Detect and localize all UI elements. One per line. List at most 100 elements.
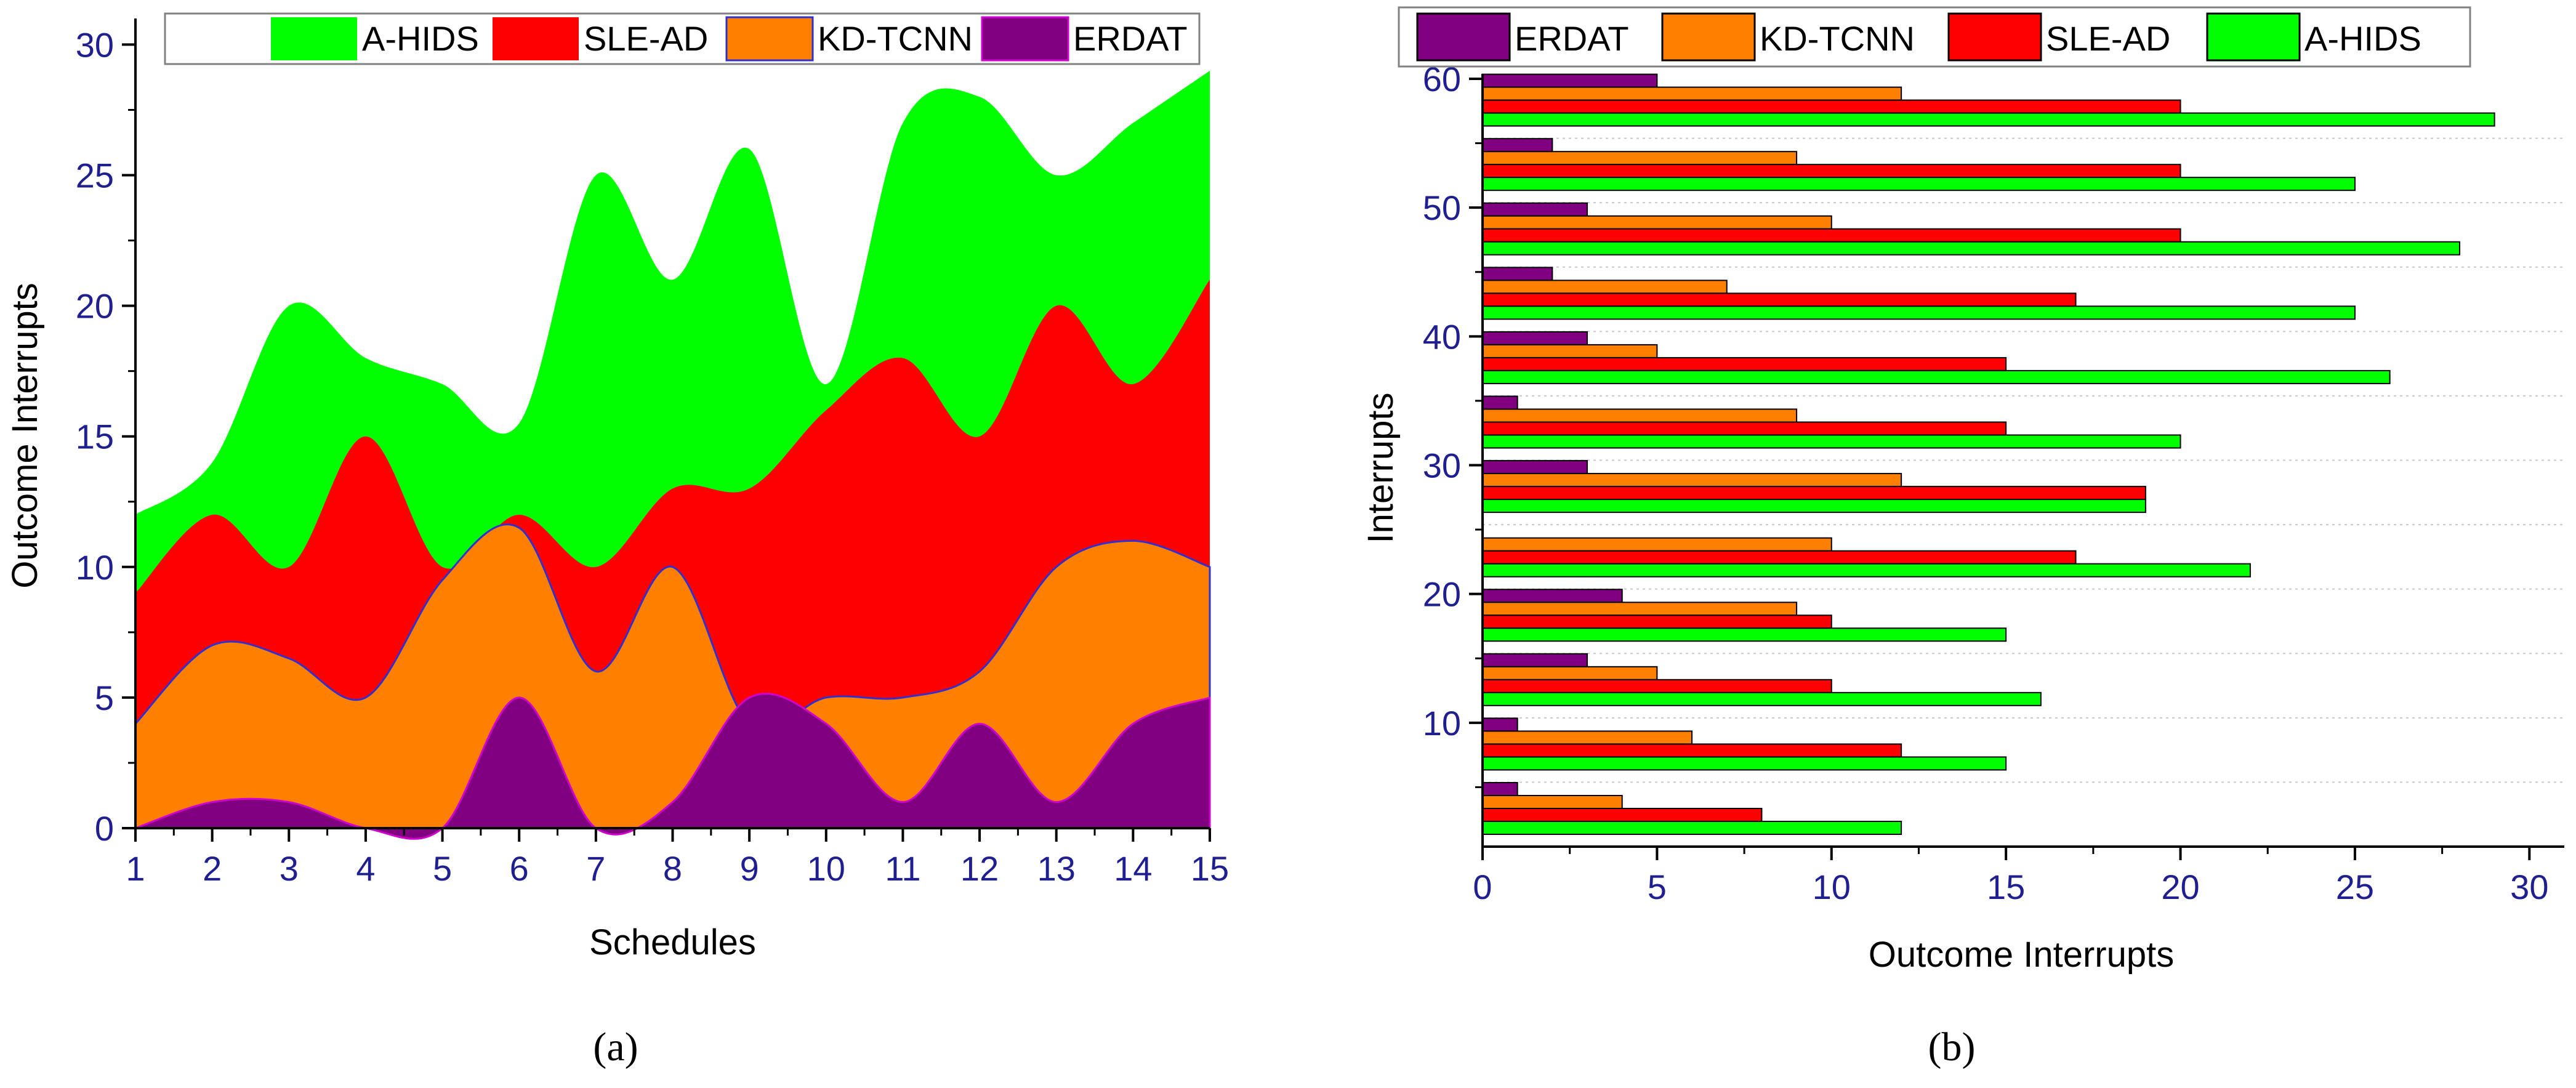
x-tick-label: 25 bbox=[2336, 868, 2374, 906]
bar-erdat bbox=[1482, 589, 1623, 603]
y-tick-label: 5 bbox=[95, 679, 114, 717]
legend-swatch-sle-ad bbox=[1947, 12, 2042, 62]
y-tick-label: 20 bbox=[76, 287, 114, 326]
legend-label-erdat: ERDAT bbox=[1515, 19, 1629, 58]
bar-kd-tcnn bbox=[1482, 151, 1798, 166]
bar-a-hids bbox=[1482, 241, 2460, 256]
y-tick-label: 10 bbox=[1423, 704, 1461, 743]
bar-sle-ad bbox=[1482, 357, 2007, 371]
bar-kd-tcnn bbox=[1482, 473, 1902, 488]
bar-erdat bbox=[1482, 460, 1588, 475]
legend-a: A-HIDS SLE-AD KD-TCNN ERDAT bbox=[164, 12, 1201, 65]
area-erdat bbox=[135, 692, 1211, 840]
bar-erdat bbox=[1482, 782, 1518, 796]
y-tick-label: 25 bbox=[76, 156, 114, 195]
bar-a-hids bbox=[1482, 499, 2146, 514]
bar-sle-ad bbox=[1482, 421, 2007, 436]
x-tick-label: 0 bbox=[1473, 868, 1492, 906]
y-tick-label: 15 bbox=[76, 417, 114, 456]
panel-label-a: (a) bbox=[593, 1025, 638, 1070]
bar-erdat bbox=[1482, 331, 1588, 345]
bar-kd-tcnn bbox=[1482, 280, 1728, 294]
legend-label-kd-tcnn: KD-TCNN bbox=[818, 19, 973, 58]
y-axis-title: Interrupts bbox=[1361, 393, 1401, 544]
x-tick-label: 13 bbox=[1037, 849, 1076, 888]
x-tick-label: 30 bbox=[2510, 868, 2548, 906]
bar-kd-tcnn bbox=[1482, 730, 1693, 745]
legend-label-a-hids: A-HIDS bbox=[2304, 19, 2421, 58]
y-tick-label: 30 bbox=[1423, 446, 1461, 485]
y-tick-label: 50 bbox=[1423, 188, 1461, 227]
legend-swatch-sle-ad bbox=[493, 17, 579, 60]
y-tick-label: 20 bbox=[1423, 575, 1461, 614]
bar-kd-tcnn bbox=[1482, 215, 1832, 230]
bar-sle-ad bbox=[1482, 228, 2181, 243]
legend-label-sle-ad: SLE-AD bbox=[2046, 19, 2170, 58]
bar-a-hids bbox=[1482, 112, 2495, 127]
x-tick-label: 1 bbox=[126, 849, 145, 888]
bar-erdat bbox=[1482, 395, 1518, 410]
bar-kd-tcnn bbox=[1482, 86, 1902, 101]
y-tick-label: 0 bbox=[95, 809, 114, 848]
x-tick-label: 9 bbox=[740, 849, 759, 888]
bar-a-hids bbox=[1482, 821, 1902, 835]
bar-kd-tcnn bbox=[1482, 666, 1658, 680]
x-tick-label: 11 bbox=[885, 849, 920, 888]
legend-swatch-a-hids bbox=[271, 17, 357, 60]
panel-label-b: (b) bbox=[1928, 1025, 1976, 1070]
x-tick-label: 10 bbox=[1813, 868, 1851, 906]
legend-label-erdat: ERDAT bbox=[1073, 19, 1188, 58]
bar-sle-ad bbox=[1482, 808, 1763, 822]
bar-erdat bbox=[1482, 717, 1518, 732]
x-axis-title: Outcome Interrupts bbox=[1869, 935, 2174, 975]
x-tick-label: 3 bbox=[280, 849, 299, 888]
bar-a-hids bbox=[1482, 627, 2007, 642]
bar-a-hids bbox=[1482, 369, 2391, 384]
bar-erdat bbox=[1482, 653, 1588, 667]
legend-b: ERDAT KD-TCNN SLE-AD A-HIDS bbox=[1398, 6, 2471, 68]
bar-erdat bbox=[1482, 73, 1658, 88]
legend-swatch-a-hids bbox=[2206, 12, 2301, 62]
bar-kd-tcnn bbox=[1482, 602, 1798, 616]
x-tick-label: 2 bbox=[203, 849, 222, 888]
legend-label-kd-tcnn: KD-TCNN bbox=[1760, 19, 1915, 58]
bar-sle-ad bbox=[1482, 550, 2077, 565]
x-tick-label: 20 bbox=[2161, 868, 2199, 906]
bar-a-hids bbox=[1482, 691, 2042, 706]
bar-sle-ad bbox=[1482, 615, 1832, 629]
bar-sle-ad bbox=[1482, 99, 2181, 114]
bar-a-hids bbox=[1482, 434, 2181, 449]
legend-swatch-erdat bbox=[981, 16, 1069, 62]
bar-sle-ad bbox=[1482, 743, 1902, 758]
x-tick-label: 10 bbox=[807, 849, 845, 888]
bar-a-hids bbox=[1482, 563, 2251, 578]
bar-kd-tcnn bbox=[1482, 537, 1832, 552]
y-tick-label: 10 bbox=[76, 548, 114, 587]
bar-erdat bbox=[1482, 267, 1553, 281]
bar-sle-ad bbox=[1482, 679, 1832, 693]
x-tick-label: 5 bbox=[433, 849, 452, 888]
x-tick-label: 8 bbox=[663, 849, 682, 888]
y-axis-title: Outcome Interrupts bbox=[5, 283, 45, 588]
bar-kd-tcnn bbox=[1482, 408, 1798, 423]
bar-sle-ad bbox=[1482, 486, 2146, 501]
bar-kd-tcnn bbox=[1482, 795, 1623, 809]
y-tick-label: 40 bbox=[1423, 317, 1461, 356]
x-tick-label: 15 bbox=[1191, 849, 1229, 888]
legend-swatch-kd-tcnn bbox=[1661, 12, 1756, 62]
bar-a-hids bbox=[1482, 756, 2007, 771]
x-tick-label: 12 bbox=[960, 849, 999, 888]
bar-a-hids bbox=[1482, 177, 2356, 191]
bar-sle-ad bbox=[1482, 292, 2077, 307]
x-tick-label: 14 bbox=[1114, 849, 1152, 888]
x-tick-label: 15 bbox=[1987, 868, 2025, 906]
x-axis-title: Schedules bbox=[589, 922, 756, 962]
legend-label-sle-ad: SLE-AD bbox=[584, 19, 708, 58]
legend-label-a-hids: A-HIDS bbox=[362, 19, 479, 58]
x-tick-label: 5 bbox=[1648, 868, 1667, 906]
y-tick-label: 30 bbox=[76, 25, 114, 64]
area-kd-tcnn bbox=[134, 523, 1211, 829]
